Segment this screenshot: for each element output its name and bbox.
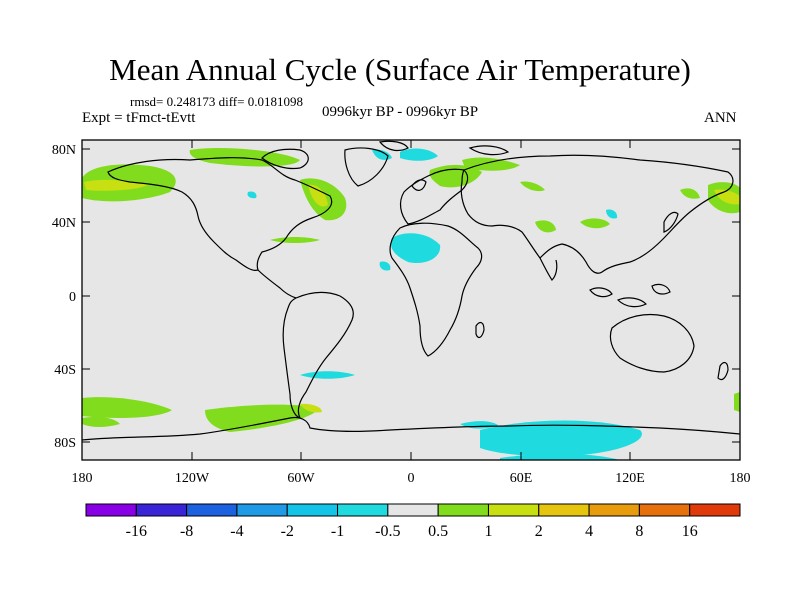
colorbar: -16 -8 -4 -2 -1 -0.5 0.5 1 2 4 8 16 (85, 503, 741, 540)
colorbar-box (85, 503, 137, 517)
lon-label-60e: 60E (510, 471, 533, 486)
latitude-ticks (82, 148, 740, 443)
colorbar-box (638, 503, 691, 517)
lon-label-60w: 60W (287, 471, 315, 486)
period-text: 0996kyr BP - 0996kyr BP (321, 104, 479, 120)
anomaly-shading (82, 148, 740, 460)
lat-label-40n: 40N (52, 216, 76, 231)
colorbar-label: 16 (682, 523, 698, 540)
lat-label-80n: 80N (52, 143, 76, 158)
colorbar-box (689, 503, 741, 517)
colorbar-box (487, 503, 540, 517)
lon-label-180e: 180 (730, 471, 751, 486)
colorbar-label: 0.5 (428, 523, 448, 540)
colorbar-box (186, 503, 238, 517)
lat-label-0: 0 (69, 290, 76, 305)
colorbar-label: -2 (281, 523, 294, 540)
colorbar-box (135, 503, 188, 517)
colorbar-label: -16 (126, 523, 147, 540)
colorbar-box (437, 503, 489, 517)
lon-label-120w: 120W (175, 471, 210, 486)
lon-label-0: 0 (408, 471, 415, 486)
map-background (82, 140, 740, 460)
colorbar-label: 2 (535, 523, 543, 540)
coastlines (81, 140, 741, 441)
colorbar-label: -1 (331, 523, 344, 540)
colorbar-label: 8 (635, 523, 643, 540)
colorbar-box (538, 503, 590, 517)
longitude-ticks (81, 140, 741, 460)
colorbar-label: -0.5 (375, 523, 400, 540)
stats-text: rmsd= 0.248173 diff= 0.0181098 (130, 94, 303, 109)
figure-title: Mean Annual Cycle (Surface Air Temperatu… (109, 52, 691, 87)
colorbar-box (337, 503, 389, 517)
season-text: ANN (704, 110, 737, 126)
colorbar-label: 1 (484, 523, 492, 540)
colorbar-label: -4 (230, 523, 243, 540)
colorbar-box (236, 503, 288, 517)
longitude-labels: 180 120W 60W 0 60E 120E 180 (72, 471, 751, 486)
colorbar-label: 4 (585, 523, 593, 540)
colorbar-box (387, 503, 439, 517)
latitude-labels: 80N 40N 0 40S 80S (52, 143, 76, 451)
colorbar-box (286, 503, 339, 517)
lat-label-40s: 40S (54, 363, 76, 378)
lon-label-120e: 120E (615, 471, 645, 486)
lon-label-180w: 180 (72, 471, 93, 486)
colorbar-label: -8 (180, 523, 193, 540)
colorbar-box (588, 503, 640, 517)
lat-label-80s: 80S (54, 436, 76, 451)
experiment-text: Expt = tFmct-tEvtt (82, 110, 196, 126)
